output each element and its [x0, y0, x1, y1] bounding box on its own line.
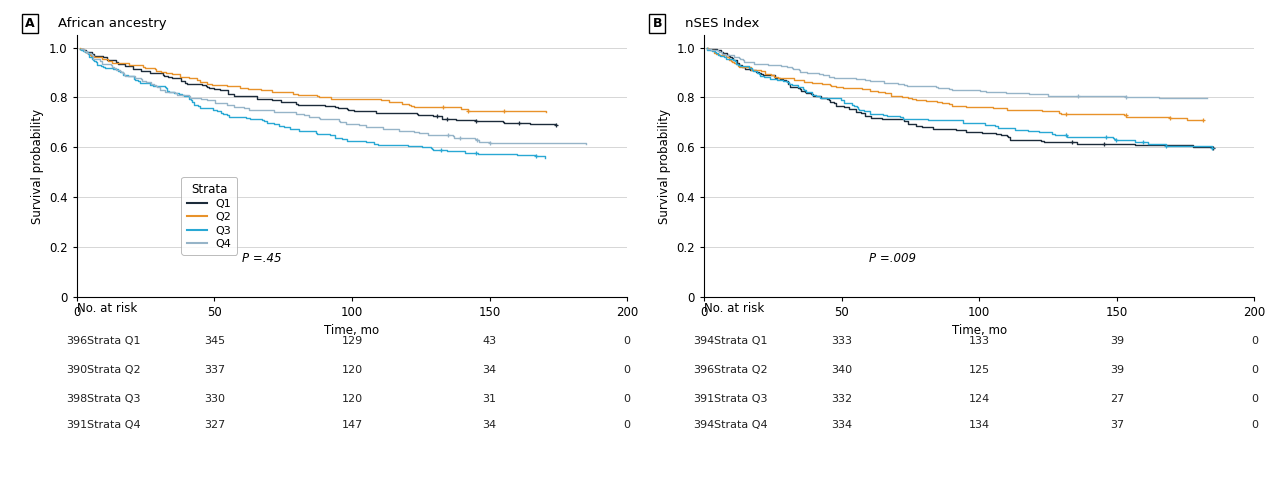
Text: 129: 129 [342, 336, 362, 346]
Text: 0: 0 [1251, 394, 1258, 404]
Text: 27: 27 [1110, 394, 1124, 404]
Text: Strata Q1: Strata Q1 [707, 336, 767, 346]
Text: 120: 120 [342, 365, 362, 375]
Text: Strata Q4: Strata Q4 [79, 421, 141, 431]
Text: 398: 398 [67, 394, 87, 404]
Text: 0: 0 [623, 336, 631, 346]
Text: Strata Q3: Strata Q3 [707, 394, 767, 404]
Text: 34: 34 [483, 421, 497, 431]
Text: 124: 124 [969, 394, 989, 404]
X-axis label: Time, mo: Time, mo [324, 324, 380, 338]
Text: 43: 43 [483, 336, 497, 346]
Text: Strata Q2: Strata Q2 [79, 365, 141, 375]
Legend: Q1, Q2, Q3, Q4: Q1, Q2, Q3, Q4 [182, 177, 237, 255]
Y-axis label: Survival probability: Survival probability [31, 109, 44, 223]
Text: Strata Q3: Strata Q3 [79, 394, 140, 404]
Text: nSES Index: nSES Index [685, 17, 759, 30]
Text: B: B [653, 17, 662, 30]
Text: 327: 327 [204, 421, 225, 431]
Text: 0: 0 [623, 394, 631, 404]
Text: 133: 133 [969, 336, 989, 346]
Text: 0: 0 [623, 421, 631, 431]
Text: 147: 147 [342, 421, 362, 431]
Text: Strata Q1: Strata Q1 [79, 336, 140, 346]
Text: 0: 0 [1251, 336, 1258, 346]
Text: 0: 0 [1251, 421, 1258, 431]
Text: P =.45: P =.45 [242, 253, 282, 266]
Text: 134: 134 [969, 421, 989, 431]
Y-axis label: Survival probability: Survival probability [658, 109, 671, 223]
Text: 39: 39 [1110, 365, 1124, 375]
Text: 34: 34 [483, 365, 497, 375]
Text: 345: 345 [204, 336, 225, 346]
Text: 394: 394 [694, 421, 714, 431]
Text: No. at risk: No. at risk [704, 302, 764, 315]
Text: A: A [26, 17, 35, 30]
Text: Strata Q2: Strata Q2 [707, 365, 768, 375]
Text: 396: 396 [67, 336, 87, 346]
Text: 31: 31 [483, 394, 497, 404]
Text: 0: 0 [623, 365, 631, 375]
Text: 332: 332 [831, 394, 852, 404]
Text: 37: 37 [1110, 421, 1124, 431]
Text: 334: 334 [831, 421, 852, 431]
Text: 0: 0 [1251, 365, 1258, 375]
Text: African ancestry: African ancestry [58, 17, 166, 30]
X-axis label: Time, mo: Time, mo [951, 324, 1007, 338]
Text: 340: 340 [831, 365, 852, 375]
Text: Strata Q4: Strata Q4 [707, 421, 768, 431]
Text: 337: 337 [204, 365, 225, 375]
Text: 394: 394 [694, 336, 714, 346]
Text: No. at risk: No. at risk [77, 302, 137, 315]
Text: 333: 333 [831, 336, 852, 346]
Text: 330: 330 [204, 394, 225, 404]
Text: P =.009: P =.009 [869, 253, 916, 266]
Text: 391: 391 [694, 394, 714, 404]
Text: 396: 396 [694, 365, 714, 375]
Text: 39: 39 [1110, 336, 1124, 346]
Text: 391: 391 [67, 421, 87, 431]
Text: 125: 125 [969, 365, 989, 375]
Text: 120: 120 [342, 394, 362, 404]
Text: 390: 390 [67, 365, 87, 375]
